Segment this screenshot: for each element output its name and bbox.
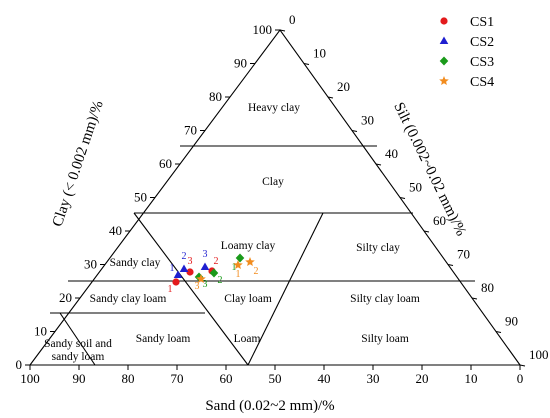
silt-axis-title: Silt (0.002~0.02 mm)/% [390,100,469,239]
region-label-silty-clay-loam: Silty clay loam [350,293,420,305]
grid-line-loam-right [247,212,324,366]
cs4-point-label-3: 3 [195,281,200,292]
cs4-point-label-1: 1 [236,269,241,280]
legend-label-cs2: CS2 [470,35,494,50]
cs4-point-2 [245,257,255,266]
cs4-point-label-2: 2 [254,266,259,277]
legend-marker-cs3 [439,56,449,66]
silt-tick [471,297,478,300]
silt-tick [375,163,382,166]
region-label-heavy-clay: Heavy clay [248,102,300,114]
sand-axis-title: Sand (0.02~2 mm)/% [205,398,334,414]
silt-tick [327,96,334,99]
legend-label-cs3: CS3 [470,55,494,70]
silt-tick [519,364,526,367]
cs2-point-1 [173,270,183,278]
legend-label-cs4: CS4 [470,75,494,90]
cs1-point-label-2: 2 [214,256,219,267]
sand-tick-label: 60 [220,371,233,386]
cs1-point-label-3: 3 [188,256,193,267]
region-label-sandy-clay-loam: Sandy clay loam [90,293,167,305]
region-label-clay-loam: Clay loam [224,293,272,305]
sand-tick-label: 90 [73,371,86,386]
legend-marker-cs4 [439,76,449,85]
silt-tick [351,130,358,132]
silt-tick [279,29,286,32]
silt-tick [447,264,454,266]
clay-tick-label: 60 [159,156,172,171]
cs4-point-1 [233,260,243,269]
clay-tick-label: 40 [109,223,122,238]
region-label-sandy-clay: Sandy clay [110,257,161,269]
clay-axis-title: Clay (< 0.002 mm)/% [50,99,107,229]
cs1-point-1 [172,278,180,286]
silt-tick-label: 20 [337,79,350,94]
legend-label-cs1: CS1 [470,15,494,30]
clay-tick-label: 90 [234,56,247,71]
clay-tick-label: 50 [134,190,147,205]
cs4-point-3 [196,274,206,283]
silt-tick [423,230,430,233]
cs1-point-label-1: 1 [168,284,173,295]
cs2-point-label-2: 2 [182,251,187,262]
sand-tick-label: 10 [465,371,478,386]
clay-tick-label: 20 [59,290,72,305]
region-label-loamy-clay: Loamy clay [221,240,276,252]
silt-tick [495,331,502,333]
sand-tick-label: 50 [269,371,282,386]
clay-tick-label: 80 [209,89,222,104]
cs1-point-3 [186,268,194,276]
cs3-point-label-1: 1 [232,262,237,273]
cs2-point-2 [179,264,189,272]
sand-tick-label: 0 [517,371,524,386]
grid-line-sandy-loam-left [59,312,96,366]
sand-tick-label: 30 [367,371,380,386]
classification-grid [50,145,475,366]
clay-tick-label: 70 [184,123,197,138]
cs3-point-1 [235,253,245,263]
silt-tick-label: 80 [481,280,494,295]
clay-tick-label: 30 [84,257,97,272]
cs3-point-2 [209,268,219,278]
sand-tick-label: 40 [318,371,331,386]
sand-tick-label: 80 [122,371,135,386]
cs3-point-label-3: 3 [203,279,208,290]
silt-tick-label: 30 [361,113,374,128]
silt-tick-label: 50 [409,180,422,195]
silt-tick-label: 10 [313,46,326,61]
cs2-point-label-3: 3 [203,249,208,260]
silt-tick-label: 60 [433,213,446,228]
clay-tick-label: 0 [16,357,23,372]
legend-marker-cs1 [440,17,448,25]
clay-tick-label: 10 [34,324,47,339]
region-label-sandy-soil-and-sandy-loam: Sandy soil and sandy loam [44,338,112,363]
silt-tick-label: 90 [505,314,518,329]
region-label-loam: Loam [234,333,261,345]
clay-tick-label: 100 [253,22,273,37]
region-label-silty-clay: Silty clay [356,242,400,254]
legend-marker-cs2 [439,36,449,44]
silt-tick-label: 40 [385,146,398,161]
sand-tick-label: 20 [416,371,429,386]
sand-tick-label: 100 [20,371,40,386]
grid-line-sand-diagonal [133,212,249,366]
region-label-silty-loam: Silty loam [361,333,409,345]
cs3-point-label-2: 2 [218,275,223,286]
silt-tick-label: 70 [457,247,470,262]
silt-tick [303,63,310,65]
region-label-sandy-loam: Sandy loam [136,333,191,345]
silt-tick-label: 0 [289,12,296,27]
cs2-point-3 [200,262,210,270]
sand-tick-label: 70 [171,371,184,386]
cs2-point-label-1: 1 [170,263,175,274]
silt-tick [399,197,406,199]
region-labels: Heavy clay Clay Sandy clay Loamy clay Silty … [44,102,420,363]
region-label-clay: Clay [262,176,284,188]
silt-tick-label: 100 [529,347,549,362]
axes: 100 90 80 70 60 50 40 30 20 10 0010203040506070809… [16,12,549,386]
legend: CS1 CS2 CS3 CS4 [439,15,494,90]
